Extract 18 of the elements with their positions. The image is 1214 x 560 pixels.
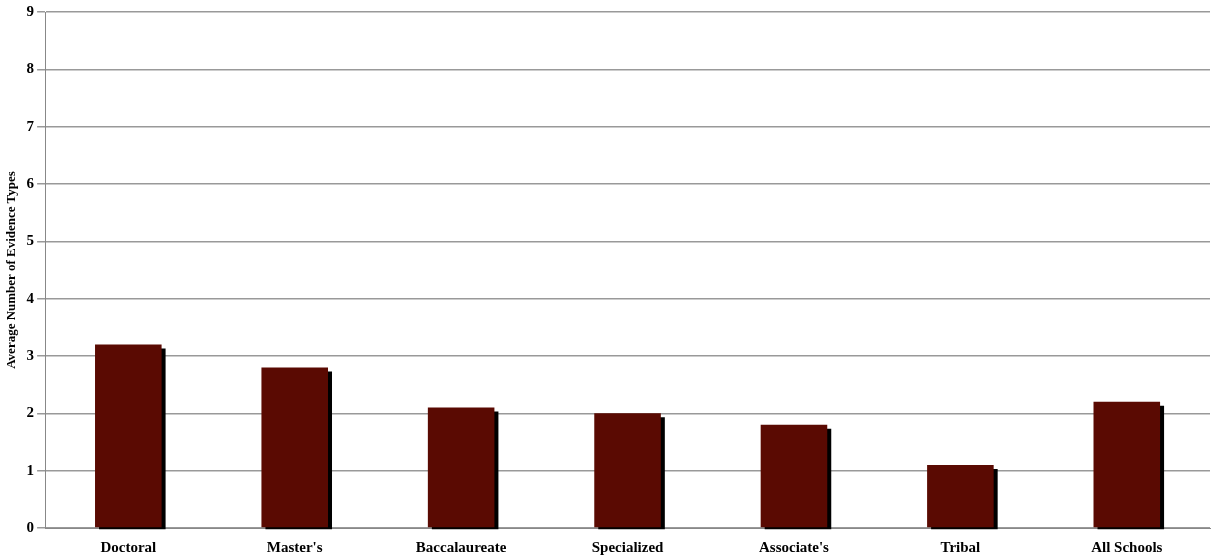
y-tick-label: 8 [26, 60, 35, 77]
y-tick-label: 9 [26, 2, 35, 19]
y-tick-label: 5 [26, 232, 35, 249]
y-tick-label: 2 [26, 404, 35, 421]
y-tick-label: 1 [26, 461, 35, 478]
x-tick-label: Specialized [591, 538, 665, 555]
y-tick-label: 6 [26, 174, 35, 191]
y-tick-label: 0 [26, 518, 35, 535]
y-tick-label: 7 [26, 117, 35, 134]
x-tick-label: Master's [266, 538, 323, 555]
x-tick-label: All Schools [1091, 538, 1163, 555]
x-tick-label: Baccalaureate [415, 538, 507, 555]
y-tick-label: 3 [26, 346, 35, 363]
y-axis-title: Average Number of Evidence Types [3, 171, 19, 369]
x-tick-label: Associate's [758, 538, 830, 555]
x-tick-label: Doctoral [100, 538, 157, 555]
y-tick-label: 4 [26, 289, 35, 306]
x-tick-label: Tribal [940, 538, 981, 555]
